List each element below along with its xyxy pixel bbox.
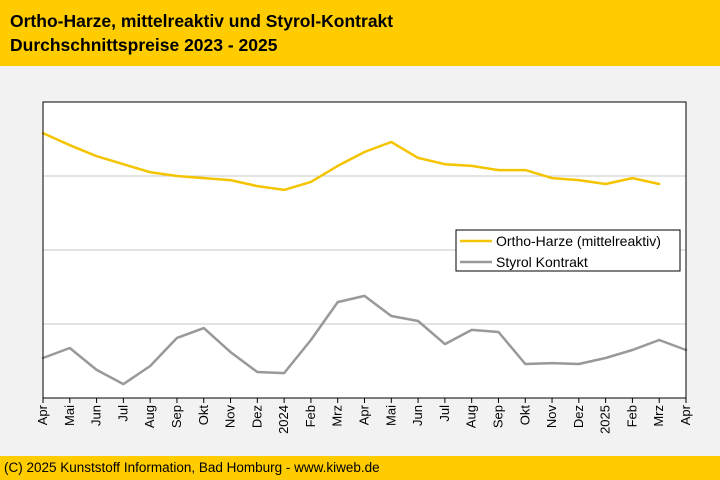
footer-copyright: (C) 2025 Kunststoff Information, Bad Hom… xyxy=(0,456,720,480)
x-tick-label-14: Jun xyxy=(410,405,425,426)
x-tick-label-13: Mai xyxy=(383,405,398,426)
x-tick-label-6: Okt xyxy=(196,405,211,426)
legend-label-ortho: Ortho-Harze (mittelreaktiv) xyxy=(496,233,661,249)
x-tick-label-15: Jul xyxy=(437,405,452,422)
x-tick-label-24: Apr xyxy=(678,404,693,425)
x-tick-label-18: Okt xyxy=(517,405,532,426)
x-tick-label-20: Dez xyxy=(571,405,586,428)
legend-box xyxy=(455,229,681,272)
x-tick-label-4: Aug xyxy=(142,405,157,428)
x-tick-label-12: Apr xyxy=(357,404,372,425)
chart-title-line-2: Durchschnittspreise 2023 - 2025 xyxy=(10,35,278,55)
x-tick-label-19: Nov xyxy=(544,405,559,429)
legend: Ortho-Harze (mittelreaktiv) Styrol Kontr… xyxy=(455,229,681,272)
x-tick-label-1: Mai xyxy=(62,405,77,426)
x-tick-label-2: Jun xyxy=(89,405,104,426)
x-tick-label-21: 2025 xyxy=(598,405,613,434)
x-tick-label-23: Mrz xyxy=(651,405,666,427)
line-chart: Apr Mai Jun Jul Aug Sep Okt Nov Dez 2024 Feb Mrz Apr… xyxy=(35,101,693,434)
legend-label-styrol: Styrol Kontrakt xyxy=(496,254,588,270)
x-tick-label-11: Mrz xyxy=(330,405,345,427)
x-axis: Apr Mai Jun Jul Aug Sep Okt Nov Dez 2024 Feb Mrz Apr… xyxy=(35,398,693,434)
series-lines xyxy=(41,131,688,386)
x-tick-label-17: Sep xyxy=(490,405,505,428)
x-tick-label-0: Apr xyxy=(35,404,50,425)
x-tick-label-22: Feb xyxy=(624,405,639,427)
x-tick-label-8: Dez xyxy=(249,405,264,428)
x-tick-label-10: Feb xyxy=(303,405,318,427)
x-tick-label-9: 2024 xyxy=(276,405,291,434)
x-tick-label-3: Jul xyxy=(115,405,130,422)
chart-title-line-1: Ortho-Harze, mittelreaktiv und Styrol-Ko… xyxy=(10,11,394,31)
x-tick-label-5: Sep xyxy=(169,405,184,428)
series-line-ortho xyxy=(41,131,661,192)
x-tick-label-16: Aug xyxy=(464,405,479,428)
x-tick-label-7: Nov xyxy=(223,405,238,429)
chart-header: Ortho-Harze, mittelreaktiv und Styrol-Ko… xyxy=(0,0,720,66)
